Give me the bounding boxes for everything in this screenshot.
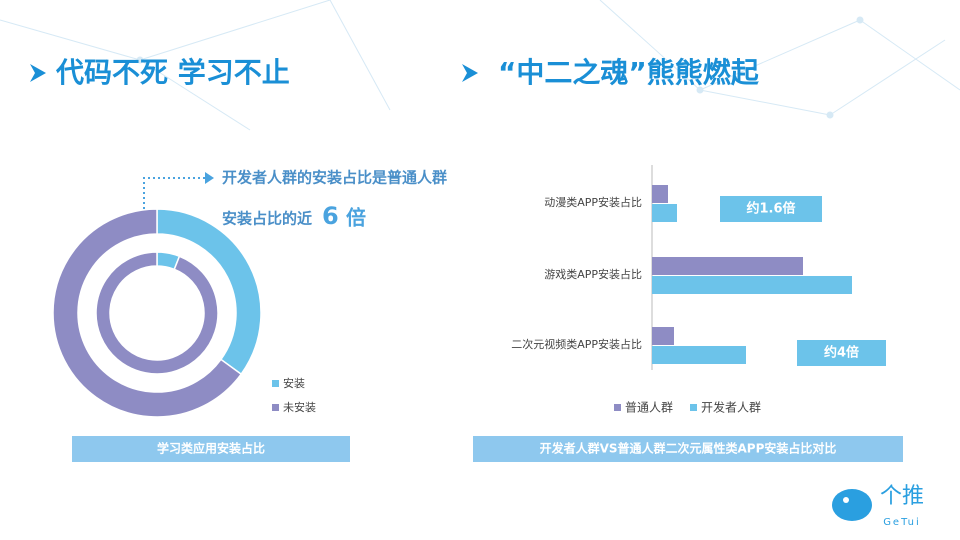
logo-eye: [843, 497, 849, 503]
caption-box: [72, 436, 350, 462]
logo: 个推 GeTui: [832, 484, 924, 528]
annotation-number: 6: [322, 202, 339, 230]
legend-swatch: [614, 404, 621, 411]
bar: [652, 185, 668, 203]
heading: 代码不死 学习不止: [55, 56, 290, 89]
bar: [652, 346, 746, 364]
legend-swatch: [272, 380, 279, 387]
background-network: [0, 0, 960, 131]
category-label: 游戏类APP安装占比: [544, 267, 642, 281]
annotation: 约1.6倍: [746, 201, 795, 217]
heading-arrow: [30, 64, 46, 82]
legend-label: 普通人群: [625, 401, 673, 415]
annotation: 开发者人群的安装占比是普通人群: [222, 169, 447, 187]
annotation-connector: [143, 177, 205, 209]
annotation-arrow: [205, 172, 214, 184]
annotation-box: [797, 340, 886, 366]
logo-sub: GeTui: [883, 517, 921, 528]
category-label: 二次元视频类APP安装占比: [511, 337, 642, 351]
heading: “中二之魂”熊熊燃起: [498, 56, 760, 89]
legend-swatch: [272, 404, 279, 411]
logo-name: 个推: [880, 484, 924, 509]
category-label: 动漫类APP安装占比: [544, 195, 642, 209]
annotation: 安装占比的近: [222, 210, 312, 228]
logo-icon: [832, 489, 872, 521]
heading-arrow: [462, 64, 478, 82]
annotation: 倍: [346, 206, 366, 230]
bar: [652, 204, 677, 222]
caption-box: [473, 436, 903, 462]
legend-label: 安装: [283, 376, 305, 390]
annotation-box: [720, 196, 822, 222]
legend-swatch: [690, 404, 697, 411]
caption: 开发者人群VS普通人群二次元属性类APP安装占比对比: [540, 441, 837, 456]
caption: 学习类应用安装占比: [157, 441, 265, 456]
legend-label: 未安装: [283, 400, 316, 414]
bar: [652, 276, 852, 294]
donut-slice: [95, 251, 219, 375]
legend-label: 开发者人群: [701, 400, 761, 415]
donut-slice: [52, 208, 243, 418]
bar: [652, 327, 674, 345]
bar: [652, 257, 803, 275]
annotation: 约4倍: [824, 345, 859, 361]
